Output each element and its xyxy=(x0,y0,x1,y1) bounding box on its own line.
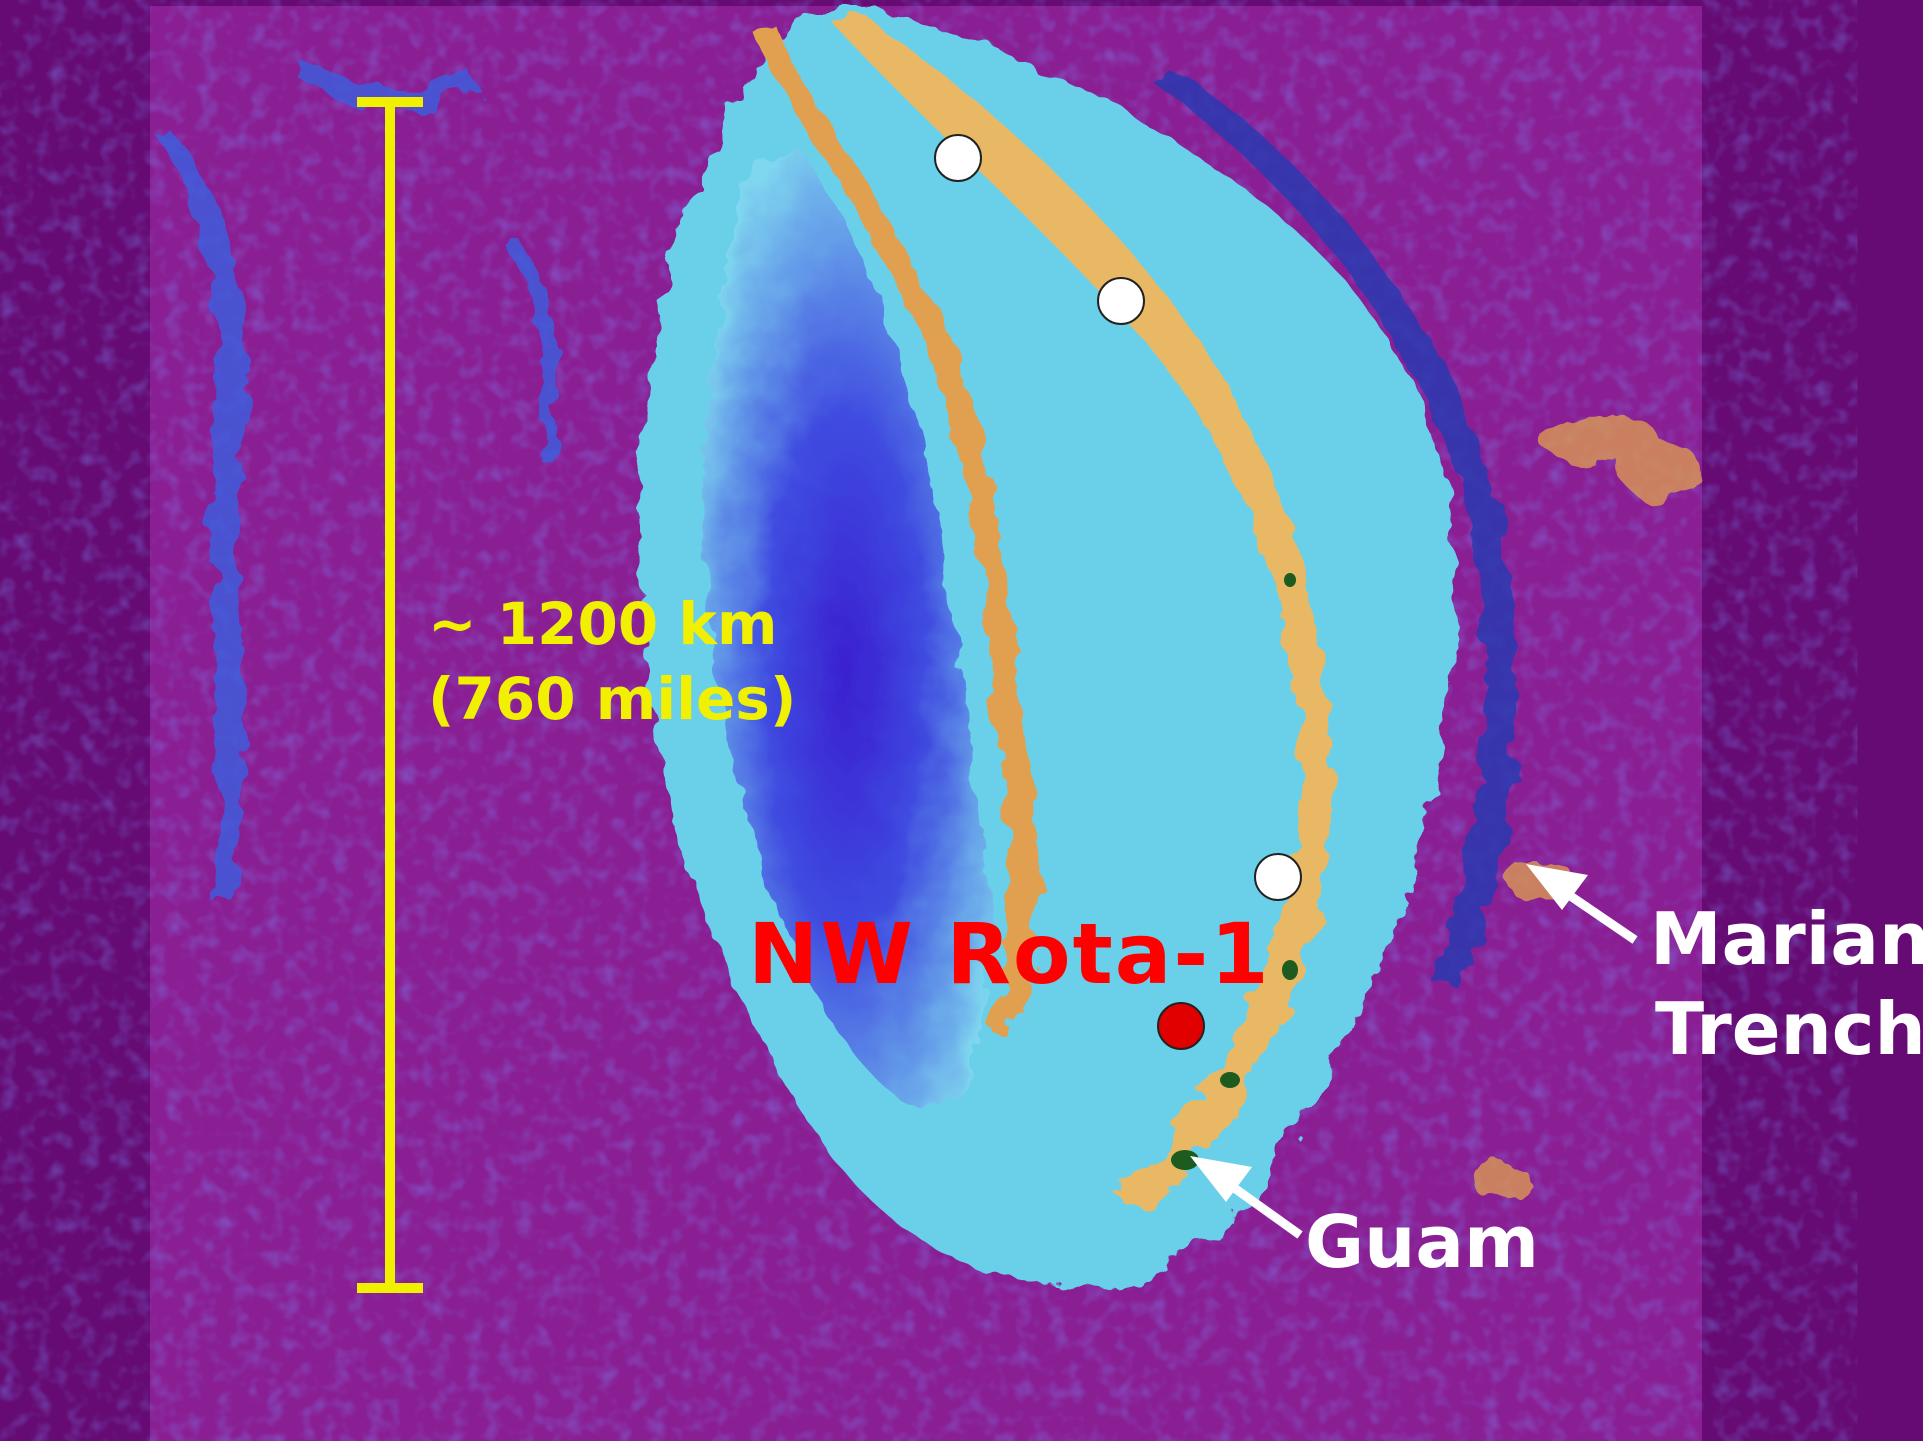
trench-arrow xyxy=(1526,864,1638,944)
nw-rota-1-marker xyxy=(1157,1002,1205,1050)
scale-bar xyxy=(357,97,423,1293)
western-seamounts xyxy=(160,60,560,900)
markers xyxy=(934,134,1302,1050)
white-marker-3 xyxy=(1254,853,1302,901)
scale-label-distance: ~ 1200 km xyxy=(428,590,778,658)
guam-label: Guam xyxy=(1305,1200,1539,1284)
trench-label: Trench xyxy=(1655,987,1923,1071)
white-marker-1 xyxy=(934,134,982,182)
guam-arrow xyxy=(1190,1156,1303,1239)
white-marker-2 xyxy=(1097,277,1145,325)
arc-system xyxy=(640,10,1517,1288)
arrows xyxy=(1190,864,1638,1239)
mariana-label: Mariana xyxy=(1650,897,1923,981)
nw-rota-1-label: NW Rota-1 xyxy=(748,905,1271,1003)
islands xyxy=(1171,573,1298,1170)
scale-label-miles: (760 miles) xyxy=(428,665,797,733)
